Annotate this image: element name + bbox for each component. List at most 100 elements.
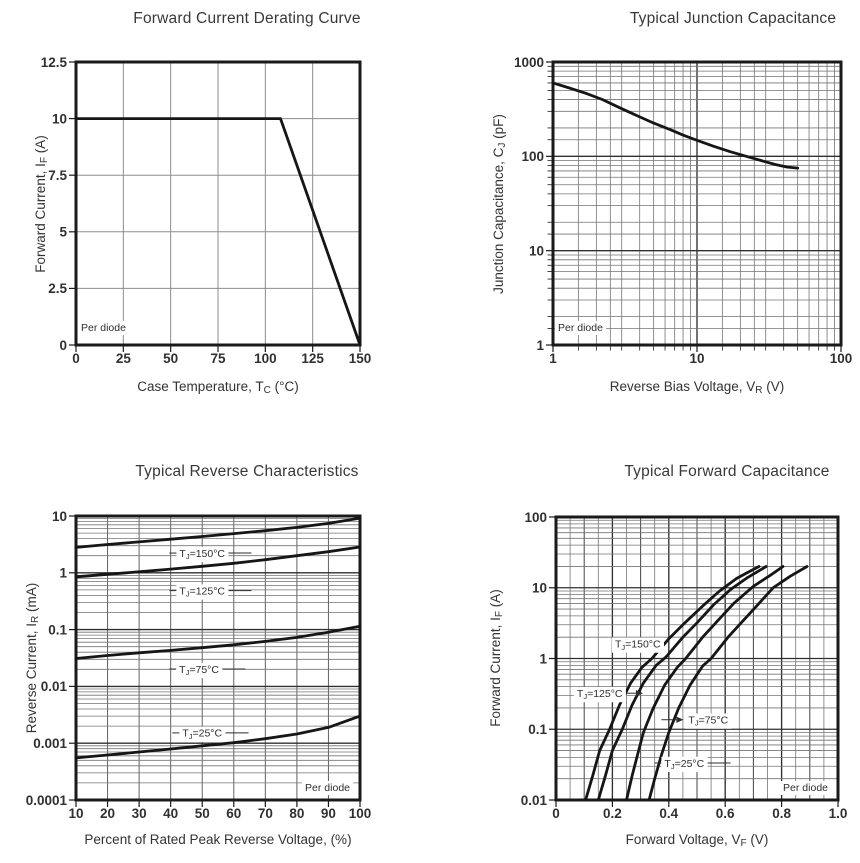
- curve-label: TJ=25°C: [182, 728, 222, 741]
- curve-TJ=150C: [584, 565, 761, 802]
- x-tick-label: 0.2: [603, 806, 622, 821]
- label-background: [555, 321, 607, 335]
- chart-title-forward-characteristics: Typical Forward Capacitance: [624, 463, 830, 480]
- per-diode-label: Per diode: [305, 782, 350, 794]
- x-tick-label: 1.0: [829, 806, 848, 821]
- y-tick-label: 10: [52, 509, 67, 524]
- y-tick-label: 0: [59, 338, 67, 353]
- x-tick-label: 60: [226, 806, 241, 821]
- curve-label: TJ=75°C: [179, 664, 219, 677]
- y-tick-label: 12.5: [41, 55, 68, 70]
- per-diode-label: Per diode: [81, 322, 126, 334]
- y-axis-title-forward-characteristics: Forward Current, IF (A): [488, 589, 505, 727]
- y-axis-title-derating: Forward Current, IF (A): [33, 135, 50, 273]
- y-tick-label: 100: [524, 510, 547, 525]
- x-tick-label: 25: [116, 351, 132, 366]
- y-tick-label: 0.01: [41, 679, 68, 694]
- x-axis-title-junction-capacitance: Reverse Bias Voltage, VR (V): [609, 379, 785, 396]
- label-background: [179, 726, 226, 742]
- x-tick-label: 150: [349, 351, 372, 366]
- y-tick-label: 7.5: [48, 168, 67, 183]
- x-tick-label: 50: [195, 806, 210, 821]
- chart-junction-capacitance: 1 10 100 1 10 100 1000 Per diode: [514, 55, 852, 366]
- curve-label: TJ=125°C: [179, 585, 225, 598]
- label-background: [78, 321, 130, 335]
- y-tick-label: 1000: [514, 55, 544, 70]
- x-axis-title-reverse-characteristics: Percent of Rated Peak Reverse Voltage, (…: [84, 832, 352, 847]
- grid-lines: [556, 517, 838, 800]
- label-background: [611, 637, 664, 653]
- x-tick-label: 10: [68, 806, 83, 821]
- curve-TJ=25C: [74, 714, 362, 760]
- x-axis-title-derating: Case Temperature, TC (°C): [137, 379, 299, 396]
- x-axis-title-forward-characteristics: Forward Voltage, VF (V): [625, 832, 769, 849]
- x-tick-label: 0: [72, 351, 80, 366]
- label-background: [780, 781, 832, 795]
- x-tick-label: 40: [163, 806, 178, 821]
- axis-ticks: [549, 516, 839, 807]
- chart-forward-characteristics: 0 0.2 0.4 0.6 0.8 1.0 100 10 1 0.1 0.01 TJ=150°C TJ=…: [521, 510, 848, 821]
- label-background: [302, 781, 354, 795]
- y-tick-label: 0.1: [528, 722, 547, 737]
- x-tick-label: 125: [301, 351, 324, 366]
- y-axis-title-reverse-characteristics: Reverse Current, IR (mA): [24, 582, 41, 734]
- chart-title-derating: Forward Current Derating Curve: [133, 10, 361, 27]
- y-tick-label: 100: [521, 149, 544, 164]
- curve-label: TJ=75°C: [688, 715, 728, 728]
- x-tick-label: 10: [689, 351, 704, 366]
- y-tick-label: 10: [529, 243, 544, 258]
- x-tick-label: 0.6: [716, 806, 735, 821]
- chart-reverse-characteristics: 10 20 30 40 50 60 70 80 90 100 10 1 0.1 0.01 0.001 0.00…: [26, 509, 372, 821]
- x-tick-label: 75: [210, 351, 226, 366]
- y-tick-label: 0.001: [33, 736, 67, 751]
- curve-max-forward-current: [74, 117, 362, 347]
- per-diode-label: Per diode: [783, 782, 828, 794]
- y-axis-title-junction-capacitance: Junction Capacitance, CJ (pF): [491, 114, 508, 294]
- y-tick-label: 5: [59, 225, 67, 240]
- y-tick-label: 1: [539, 651, 547, 666]
- chart-title-reverse-characteristics: Typical Reverse Characteristics: [135, 463, 359, 480]
- label-background: [661, 756, 708, 773]
- grid-lines: [76, 62, 360, 345]
- plot-border: [74, 60, 362, 347]
- curve-label: TJ=150°C: [615, 639, 661, 652]
- x-tick-label: 20: [100, 806, 115, 821]
- label-background: [176, 546, 229, 563]
- curve-TJ=75C: [74, 624, 362, 660]
- per-diode-label: Per diode: [558, 322, 603, 334]
- arrowhead-icon: [676, 716, 684, 723]
- curve-label: TJ=25°C: [664, 758, 704, 771]
- curve-TJ=125C: [74, 545, 362, 579]
- curve-label: TJ=125°C: [577, 688, 623, 701]
- curve-TJ=75C: [625, 565, 785, 802]
- axis-ticks: [69, 515, 361, 807]
- label-background: [176, 662, 223, 679]
- plot-border: [554, 515, 840, 802]
- x-tick-label: 100: [830, 351, 853, 366]
- curve-TJ=125C: [596, 565, 768, 802]
- curve-label: TJ=150°C: [179, 548, 225, 561]
- x-tick-label: 0: [552, 806, 560, 821]
- curve-junction-capacitance: [551, 81, 800, 170]
- curve-TJ=25C: [647, 565, 809, 802]
- label-background: [176, 584, 229, 600]
- y-tick-label: 1: [536, 338, 544, 353]
- y-tick-label: 0.0001: [26, 793, 68, 808]
- x-tick-label: 0.4: [659, 806, 678, 821]
- y-tick-label: 10: [532, 581, 547, 596]
- x-tick-label: 70: [258, 806, 273, 821]
- label-background: [685, 713, 732, 729]
- axis-ticks: [546, 61, 842, 352]
- y-tick-label: 0.01: [521, 793, 548, 808]
- x-tick-label: 90: [321, 806, 336, 821]
- arrowhead-icon: [635, 690, 643, 697]
- y-tick-label: 1: [59, 566, 67, 581]
- chart-title-junction-capacitance: Typical Junction Capacitance: [629, 10, 837, 27]
- plot-border: [551, 60, 843, 347]
- x-tick-label: 30: [132, 806, 147, 821]
- x-tick-label: 80: [289, 806, 304, 821]
- x-tick-label: 0.8: [772, 806, 791, 821]
- chart-forward-current-derating: 0 25 50 75 100 125 150 0 2.5 5 7.5 10 12.5 Per diode: [41, 55, 372, 366]
- axis-ticks: [69, 61, 361, 352]
